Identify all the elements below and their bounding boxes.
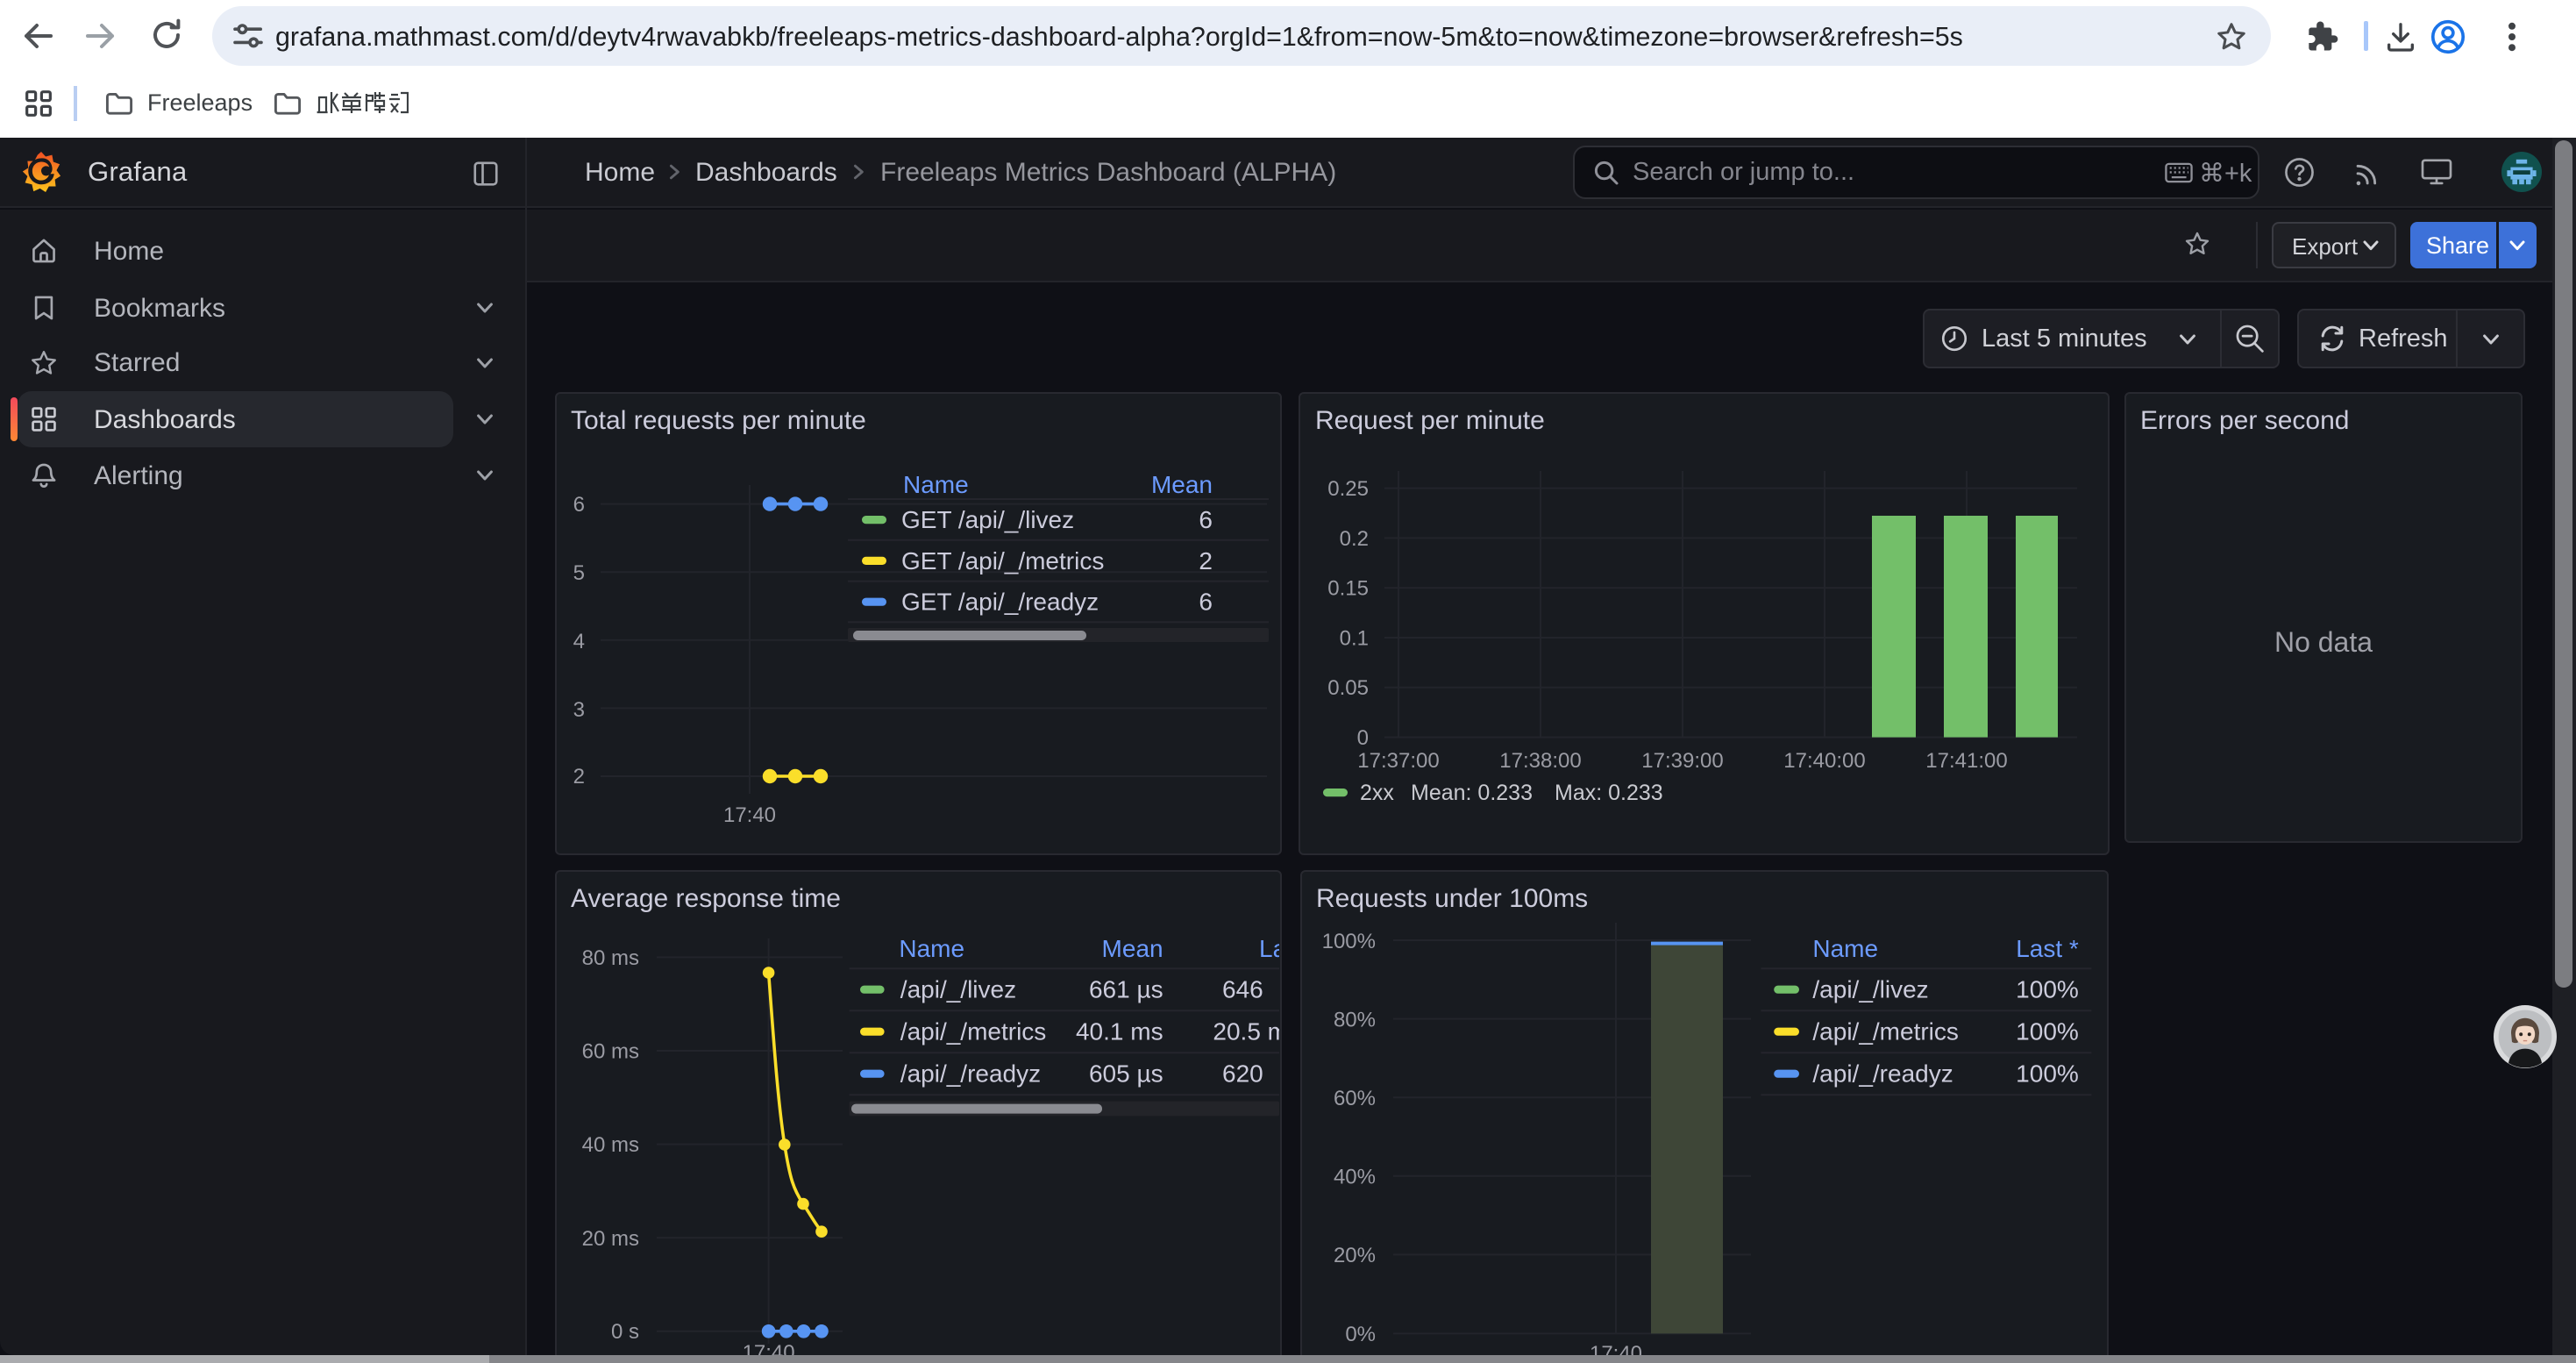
svg-text:Name: Name xyxy=(899,935,964,962)
svg-text:/api/_/metrics: /api/_/metrics xyxy=(900,1018,1047,1045)
svg-text:2xx: 2xx xyxy=(1360,781,1394,805)
svg-text:620: 620 xyxy=(1222,1060,1263,1088)
svg-text:100%: 100% xyxy=(2016,976,2079,1003)
svg-text:6: 6 xyxy=(573,493,585,517)
svg-text:0.15: 0.15 xyxy=(1327,577,1369,601)
svg-text:80%: 80% xyxy=(1334,1008,1376,1031)
svg-text:/api/_/metrics: /api/_/metrics xyxy=(1812,1018,1959,1045)
svg-text:Max: 0.233: Max: 0.233 xyxy=(1555,781,1663,805)
svg-text:Last *: Last * xyxy=(2016,935,2079,962)
svg-text:0.2: 0.2 xyxy=(1340,527,1369,551)
svg-text:/api/_/readyz: /api/_/readyz xyxy=(1812,1060,1953,1088)
svg-text:646: 646 xyxy=(1222,976,1263,1003)
svg-text:0: 0 xyxy=(1357,726,1369,750)
svg-text:GET /api/_/metrics: GET /api/_/metrics xyxy=(901,547,1104,574)
svg-text:3: 3 xyxy=(573,698,585,722)
svg-text:6: 6 xyxy=(1199,589,1213,616)
svg-text:20.5 m: 20.5 m xyxy=(1213,1018,1279,1045)
svg-text:100%: 100% xyxy=(2016,1018,2079,1045)
svg-text:100%: 100% xyxy=(1322,930,1376,953)
svg-text:Name: Name xyxy=(903,471,969,498)
svg-text:17:37:00: 17:37:00 xyxy=(1357,749,1439,773)
svg-text:20%: 20% xyxy=(1334,1244,1376,1267)
svg-text:40 ms: 40 ms xyxy=(582,1133,639,1157)
svg-text:17:40:00: 17:40:00 xyxy=(1783,749,1865,773)
svg-text:0%: 0% xyxy=(1345,1323,1376,1346)
svg-text:2: 2 xyxy=(573,765,585,789)
svg-text:20 ms: 20 ms xyxy=(582,1227,639,1251)
svg-text:GET /api/_/livez: GET /api/_/livez xyxy=(901,506,1074,533)
svg-text:0.05: 0.05 xyxy=(1327,676,1369,700)
svg-text:17:38:00: 17:38:00 xyxy=(1499,749,1581,773)
svg-text:661 µs: 661 µs xyxy=(1089,976,1163,1003)
svg-text:Name: Name xyxy=(1812,935,1878,962)
svg-text:17:39:00: 17:39:00 xyxy=(1641,749,1723,773)
svg-text:605 µs: 605 µs xyxy=(1089,1060,1163,1088)
svg-text:60%: 60% xyxy=(1334,1087,1376,1110)
svg-text:/api/_/livez: /api/_/livez xyxy=(900,976,1016,1003)
svg-text:100%: 100% xyxy=(2016,1060,2079,1088)
svg-text:17:40: 17:40 xyxy=(723,803,776,827)
svg-text:5: 5 xyxy=(573,561,585,585)
svg-text:40.1 ms: 40.1 ms xyxy=(1076,1018,1163,1045)
svg-text:0.1: 0.1 xyxy=(1340,626,1369,650)
svg-text:6: 6 xyxy=(1199,506,1213,533)
svg-text:4: 4 xyxy=(573,630,585,653)
svg-text:Las: Las xyxy=(1259,935,1279,962)
svg-text:/api/_/livez: /api/_/livez xyxy=(1812,976,1928,1003)
svg-text:0 s: 0 s xyxy=(611,1320,639,1344)
svg-text:Mean: Mean xyxy=(1151,471,1213,498)
svg-text:/api/_/readyz: /api/_/readyz xyxy=(900,1060,1041,1088)
svg-text:2: 2 xyxy=(1199,547,1213,574)
svg-text:GET /api/_/readyz: GET /api/_/readyz xyxy=(901,589,1099,616)
svg-text:40%: 40% xyxy=(1334,1166,1376,1189)
svg-text:Mean: 0.233: Mean: 0.233 xyxy=(1411,781,1533,805)
svg-text:80 ms: 80 ms xyxy=(582,946,639,970)
svg-text:0.25: 0.25 xyxy=(1327,477,1369,501)
svg-text:60 ms: 60 ms xyxy=(582,1040,639,1064)
svg-text:17:41:00: 17:41:00 xyxy=(1925,749,2007,773)
svg-text:Mean: Mean xyxy=(1102,935,1163,962)
